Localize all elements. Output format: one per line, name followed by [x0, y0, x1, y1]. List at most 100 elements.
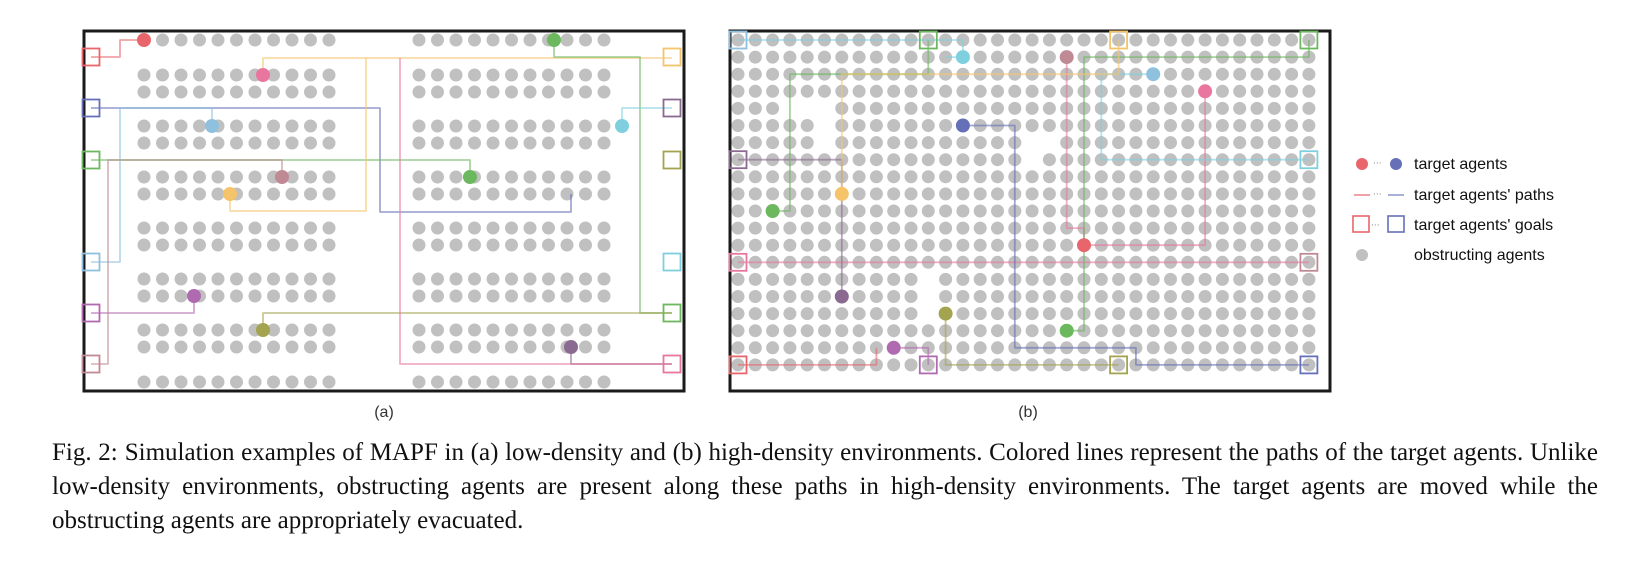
obstructing-agent: [304, 323, 317, 337]
obstructing-agent: [322, 272, 336, 286]
obstructing-agent: [1250, 341, 1264, 355]
obstructing-agent: [449, 187, 463, 201]
obstructing-agent: [1025, 324, 1039, 338]
obstructing-agent: [783, 272, 797, 286]
obstructing-agent: [904, 187, 918, 201]
obstructing-agent: [1267, 307, 1281, 321]
obstructing-agent: [523, 136, 537, 150]
obstructing-agent: [1181, 324, 1195, 338]
obstructing-agent: [1302, 119, 1316, 132]
obstructing-agent: [1267, 84, 1281, 98]
obstructing-agent: [1285, 307, 1299, 321]
obstructing-agent: [1094, 33, 1108, 47]
legend-item-obstructing: obstructing agents: [1356, 247, 1545, 264]
obstructing-agent: [800, 307, 814, 321]
obstructing-agent: [1302, 221, 1316, 235]
obstructing-agent: [887, 119, 901, 132]
obstructing-agent: [991, 221, 1004, 235]
obstructing-agent: [1267, 67, 1281, 81]
obstructing-agent: [1267, 272, 1281, 286]
obstructing-agent: [523, 340, 537, 354]
obstructing-agent: [412, 238, 426, 252]
obstructing-agent: [1215, 187, 1229, 201]
obstructing-agent: [597, 221, 611, 235]
obstructing-agent: [304, 85, 317, 99]
obstructing-agent: [973, 153, 987, 167]
obstructing-agent: [137, 375, 151, 389]
obstructing-agent: [174, 136, 188, 150]
obstructing-agent: [991, 101, 1004, 115]
path-cyan2-b: [1100, 73, 1309, 161]
legend-goal-blue-marker: [1387, 215, 1405, 233]
obstructing-agent: [731, 101, 745, 115]
obstructing-agent: [887, 324, 901, 338]
obstructing-agent: [579, 170, 592, 184]
obstructing-agent: [579, 119, 592, 133]
obstructing-agent: [1112, 307, 1126, 321]
obstructing-agent: [156, 340, 169, 354]
obstructing-agent: [523, 323, 537, 337]
path-blue-a: [91, 107, 572, 213]
obstructing-agent: [597, 119, 611, 133]
obstructing-agent: [973, 33, 987, 47]
obstructing-agent: [505, 170, 518, 184]
obstructing-agent: [800, 204, 814, 218]
obstructing-agent: [1267, 136, 1281, 150]
obstructing-agent: [731, 187, 745, 201]
target-agent: [615, 119, 629, 133]
obstructing-agent: [267, 375, 280, 389]
obstructing-agent: [431, 187, 444, 201]
obstructing-agent: [285, 170, 299, 184]
obstructing-agent: [248, 289, 262, 303]
obstructing-agent: [322, 187, 336, 201]
obstructing-agent: [211, 85, 225, 99]
target-agent: [955, 118, 970, 133]
obstructing-agent: [1094, 221, 1108, 235]
obstructing-agent: [193, 323, 206, 337]
obstructing-agent: [193, 68, 206, 82]
target-agent: [938, 306, 953, 321]
obstructing-agent: [1042, 221, 1056, 235]
obstructing-agent: [1060, 33, 1074, 47]
obstructing-agent: [137, 340, 151, 354]
obstructing-agent: [852, 84, 866, 98]
legend-item-goals: ··· target agents' goals: [1352, 215, 1553, 234]
obstructing-agent: [1164, 119, 1177, 132]
obstructing-agent: [156, 238, 169, 252]
goals-a: [81, 47, 682, 374]
obstructing-agent: [1042, 290, 1056, 303]
obstructing-agent: [156, 68, 169, 82]
obstructing-agent: [322, 170, 336, 184]
obstructing-agent: [956, 204, 970, 218]
obstructing-agent: [1146, 221, 1160, 235]
obstructing-agent: [304, 289, 317, 303]
obstructing-agent: [1129, 221, 1143, 235]
obstructing-agent: [560, 272, 574, 286]
obstructing-agent: [193, 119, 206, 133]
obstructing-agent: [505, 187, 518, 201]
goal-marker: [81, 303, 101, 323]
obstructing-agent: [1129, 170, 1143, 184]
obstructing-agent: [852, 170, 866, 184]
obstructing-agent: [1233, 33, 1247, 47]
legend-item-target-agents: ··· target agents: [1356, 156, 1507, 173]
obstructing-agent: [1198, 307, 1212, 321]
obstructing-agent: [542, 272, 555, 286]
obstructing-agent: [248, 170, 262, 184]
obstructing-agent: [322, 340, 336, 354]
obstructing-agent: [887, 170, 901, 184]
obstructing-agent: [1025, 221, 1039, 235]
obstructing-agent: [156, 85, 169, 99]
target-agent: [1059, 50, 1074, 65]
obstructing-agent: [921, 238, 935, 252]
obstructing-agent: [560, 119, 574, 133]
goal-marker: [1109, 355, 1128, 375]
obstructing-agent: [560, 170, 574, 184]
obstructing-agent: [1008, 50, 1022, 64]
obstructing-agent: [800, 170, 814, 184]
obstructing-agent: [1215, 272, 1229, 286]
target-agent: [275, 170, 289, 184]
obstructing-agent: [800, 272, 814, 286]
obstructing-agent: [285, 289, 299, 303]
